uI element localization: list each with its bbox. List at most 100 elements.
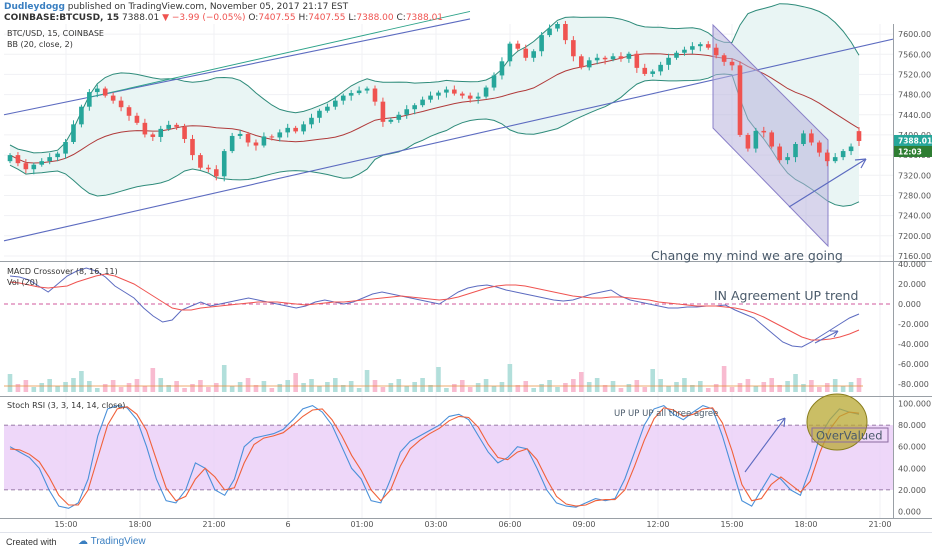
candle-body (102, 88, 108, 96)
candle-body (705, 44, 711, 48)
volume-bar (793, 374, 798, 392)
volume-bar (737, 383, 743, 392)
publisher-link[interactable]: Dudleydogg (4, 2, 65, 12)
candle-body (547, 28, 552, 36)
candle-body (412, 105, 417, 110)
candle-body (23, 163, 29, 170)
candle-body (698, 44, 703, 47)
candle-body (515, 43, 521, 49)
time-tick-label: 15:00 (54, 520, 77, 529)
rsi-tick-label: 80.000 (898, 421, 926, 430)
price-tick-label: 7600.00 (898, 30, 931, 39)
volume-bar (229, 386, 235, 392)
candle-body (110, 95, 116, 101)
candle-body (340, 95, 346, 101)
volume-bar (824, 383, 830, 392)
volume-bar (475, 383, 481, 392)
volume-bar (602, 385, 608, 392)
price-pane-indicator: BB (20, close, 2) (7, 40, 73, 49)
volume-bar (7, 374, 13, 392)
candle-body (317, 110, 322, 118)
candle-body (198, 155, 203, 168)
volume-bar (658, 379, 663, 392)
volume-bar (618, 388, 624, 392)
price-up-arrow (788, 158, 867, 208)
volume-bar (277, 384, 283, 392)
time-tick-label: 06:00 (498, 520, 521, 529)
volume-bar (729, 387, 735, 392)
last-price-tag: 7388.01 (898, 136, 932, 145)
volume-bar (47, 379, 52, 392)
volume-bar (444, 388, 449, 392)
volume-bar (436, 367, 441, 392)
open-value: 7407.55 (258, 13, 296, 23)
volume-bar (515, 385, 521, 392)
volume-bar (174, 381, 179, 392)
close-value: 7388.01 (405, 13, 444, 23)
volume-bar (594, 378, 600, 392)
candle-body (372, 88, 378, 102)
candle-body (777, 146, 782, 161)
candle-body (94, 88, 100, 93)
volume-bar (150, 368, 156, 392)
volume-bar (261, 381, 267, 392)
candle-body (348, 93, 354, 96)
volume-bar (182, 388, 187, 392)
candle-body (610, 56, 616, 60)
volume-bar (682, 378, 687, 392)
volume-bar (507, 364, 513, 392)
candle-body (47, 157, 52, 162)
candle-body (364, 88, 370, 91)
candle-body (63, 141, 68, 154)
candle-body (396, 114, 402, 120)
candle-body (166, 124, 171, 129)
candle-body (586, 60, 592, 68)
volume-bar (333, 378, 338, 392)
tradingview-label: TradingView (90, 536, 146, 547)
candle-body (118, 100, 124, 108)
volume-bar (364, 370, 370, 392)
volume-bar (301, 383, 306, 392)
candle-body (253, 142, 259, 146)
candle-body (690, 46, 695, 50)
volume-bar (269, 388, 275, 392)
candle-body (55, 153, 60, 158)
macd-tick-label: 20.000 (898, 280, 926, 289)
candle-body (301, 124, 306, 132)
volume-bar (221, 365, 227, 392)
tradingview-brand[interactable]: ☁ TradingView (78, 536, 146, 547)
volume-bar (761, 382, 767, 392)
volume-bar (63, 382, 68, 392)
volume-bar (166, 385, 171, 392)
candle-body (626, 53, 632, 59)
volume-bar (650, 369, 656, 392)
candle-body (190, 138, 195, 156)
volume-bar (856, 378, 862, 392)
overvalued-highlight (806, 393, 868, 451)
time-tick-label: 01:00 (350, 520, 373, 529)
candle-body (213, 169, 219, 177)
candle-body (420, 99, 425, 106)
volume-bar (666, 386, 671, 392)
time-tick-label: 15:00 (720, 520, 743, 529)
macd-tick-label: -20.000 (898, 320, 929, 329)
candle-body (174, 124, 179, 127)
low-label: L: (348, 13, 357, 23)
candle-body (87, 92, 92, 107)
volume-bar (102, 384, 108, 392)
stoch-d-line (9, 406, 860, 507)
volume-bar (785, 381, 790, 392)
cloud-icon: ☁ (78, 536, 88, 547)
volume-bar (539, 384, 544, 392)
candle-body (713, 47, 719, 56)
volume-bar (642, 387, 648, 392)
time-tick-label: 09:00 (572, 520, 595, 529)
candle-body (229, 135, 235, 152)
price-tick-label: 7280.00 (898, 191, 931, 200)
chart-canvas: 15:00 18:00 21:00 6 01:00 03:00 06:00 09:00 12:0… (0, 3, 932, 529)
rsi-tick-label: 20.000 (898, 486, 926, 495)
candle-body (523, 48, 529, 58)
volume-bar (428, 385, 433, 392)
candle-body (277, 132, 283, 138)
volume-pane-title: Vol (20) (7, 278, 38, 287)
